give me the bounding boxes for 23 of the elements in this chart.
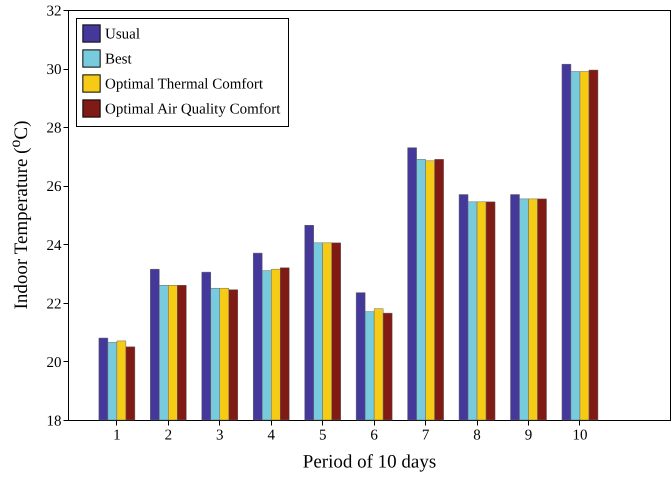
x-tick-label: 3 xyxy=(216,428,224,444)
x-tick-label: 6 xyxy=(370,428,378,444)
x-tick-label: 4 xyxy=(267,428,276,444)
y-tick-label: 22 xyxy=(46,296,62,312)
x-axis-title: Period of 10 days xyxy=(302,452,436,472)
y-tick-label: 32 xyxy=(46,4,62,20)
legend-label: Optimal Air Quality Comfort xyxy=(105,102,282,118)
legend-label: Usual xyxy=(105,26,140,42)
y-tick-label: 24 xyxy=(46,238,62,254)
x-tick-label: 9 xyxy=(524,428,532,444)
x-tick-label: 10 xyxy=(572,428,588,444)
x-tick-label: 1 xyxy=(113,428,121,444)
y-tick-label: 26 xyxy=(46,179,62,196)
legend-label: Best xyxy=(105,52,132,68)
y-tick-label: 20 xyxy=(46,354,62,371)
y-tick-label: 28 xyxy=(46,120,62,137)
x-tick-label: 7 xyxy=(422,428,430,444)
x-tick-label: 2 xyxy=(164,428,172,444)
x-tick-label: 8 xyxy=(473,428,481,444)
y-tick-label: 30 xyxy=(46,62,62,78)
x-tick-label: 5 xyxy=(318,428,326,444)
legend-label: Optimal Thermal Comfort xyxy=(105,76,264,92)
y-tick-label: 18 xyxy=(46,414,62,430)
